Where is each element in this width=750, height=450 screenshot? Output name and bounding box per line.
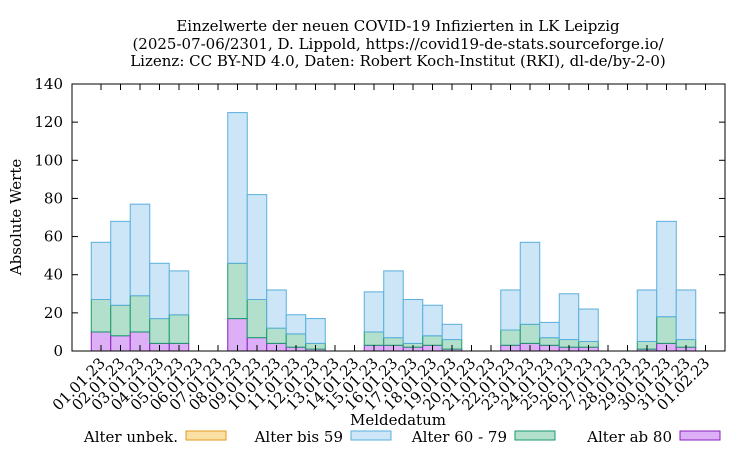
bar-segment (305, 318, 326, 344)
bar-segment (422, 304, 443, 337)
y-tick-label: 20 (44, 304, 63, 322)
bar-segment (129, 203, 151, 297)
y-tick-label: 40 (44, 266, 63, 284)
bar-segment (227, 262, 248, 320)
bar-segment (441, 323, 463, 341)
chart-subtitle-2: Lizenz: CC BY-ND 4.0, Daten: Robert Koch… (130, 52, 666, 70)
bar-segment (149, 318, 170, 344)
bar-segment (539, 321, 560, 339)
y-tick-label: 140 (34, 75, 63, 93)
y-tick-label: 80 (44, 189, 63, 207)
bar-segment (168, 270, 190, 316)
bar-segment (363, 331, 385, 346)
legend-label: Alter bis 59 (254, 428, 343, 446)
bar-segment (519, 241, 541, 325)
bar-segment (285, 314, 307, 335)
chart-title: Einzelwerte der neuen COVID-19 Infiziert… (176, 17, 620, 35)
y-tick-label: 0 (53, 342, 63, 360)
bar-segment (422, 335, 443, 346)
bar-segment (168, 314, 190, 344)
bar-segment (656, 220, 677, 318)
legend-swatch (350, 430, 392, 441)
bar-segment (656, 316, 677, 344)
x-axis-label: Meldedatum (350, 411, 446, 429)
bar-segment (110, 304, 131, 337)
y-axis-label: Absolute Werte (7, 159, 25, 277)
y-tick-label: 120 (34, 113, 63, 131)
bar-segment (500, 329, 521, 346)
legend-swatch (514, 430, 556, 441)
bar-segment (246, 194, 268, 301)
legend-swatch (679, 430, 721, 441)
legend-swatch (185, 430, 227, 441)
bar-segment (402, 299, 424, 344)
bar-segment (500, 289, 521, 331)
y-tick-label: 100 (34, 151, 63, 169)
bar-segment (90, 299, 112, 333)
legend-label: Alter ab 80 (586, 428, 672, 446)
bar-segment (558, 293, 580, 341)
bar-segment (519, 323, 541, 344)
bar-segment (383, 270, 404, 339)
bar-segment (578, 308, 599, 342)
bar-segment (266, 327, 287, 344)
bar-segment (227, 112, 248, 264)
legend-label: Alter 60 - 79 (411, 428, 507, 446)
bar-segment (129, 295, 151, 333)
plot-frame (71, 83, 726, 352)
chart-subtitle-1: (2025-07-06/2301, D. Lippold, https://co… (132, 35, 664, 53)
bar-segment (675, 289, 697, 341)
bar-segment (246, 299, 268, 339)
bar-segment (90, 241, 112, 301)
legend-label: Alter unbek. (83, 428, 178, 446)
bar-segment (539, 337, 560, 346)
bar-segment (636, 289, 658, 342)
y-tick-label: 60 (44, 228, 63, 246)
bar-segment (110, 220, 131, 306)
bar-segment (363, 291, 385, 333)
bar-segment (383, 337, 404, 346)
bar-segment (266, 289, 287, 329)
bar-segment (149, 262, 170, 320)
